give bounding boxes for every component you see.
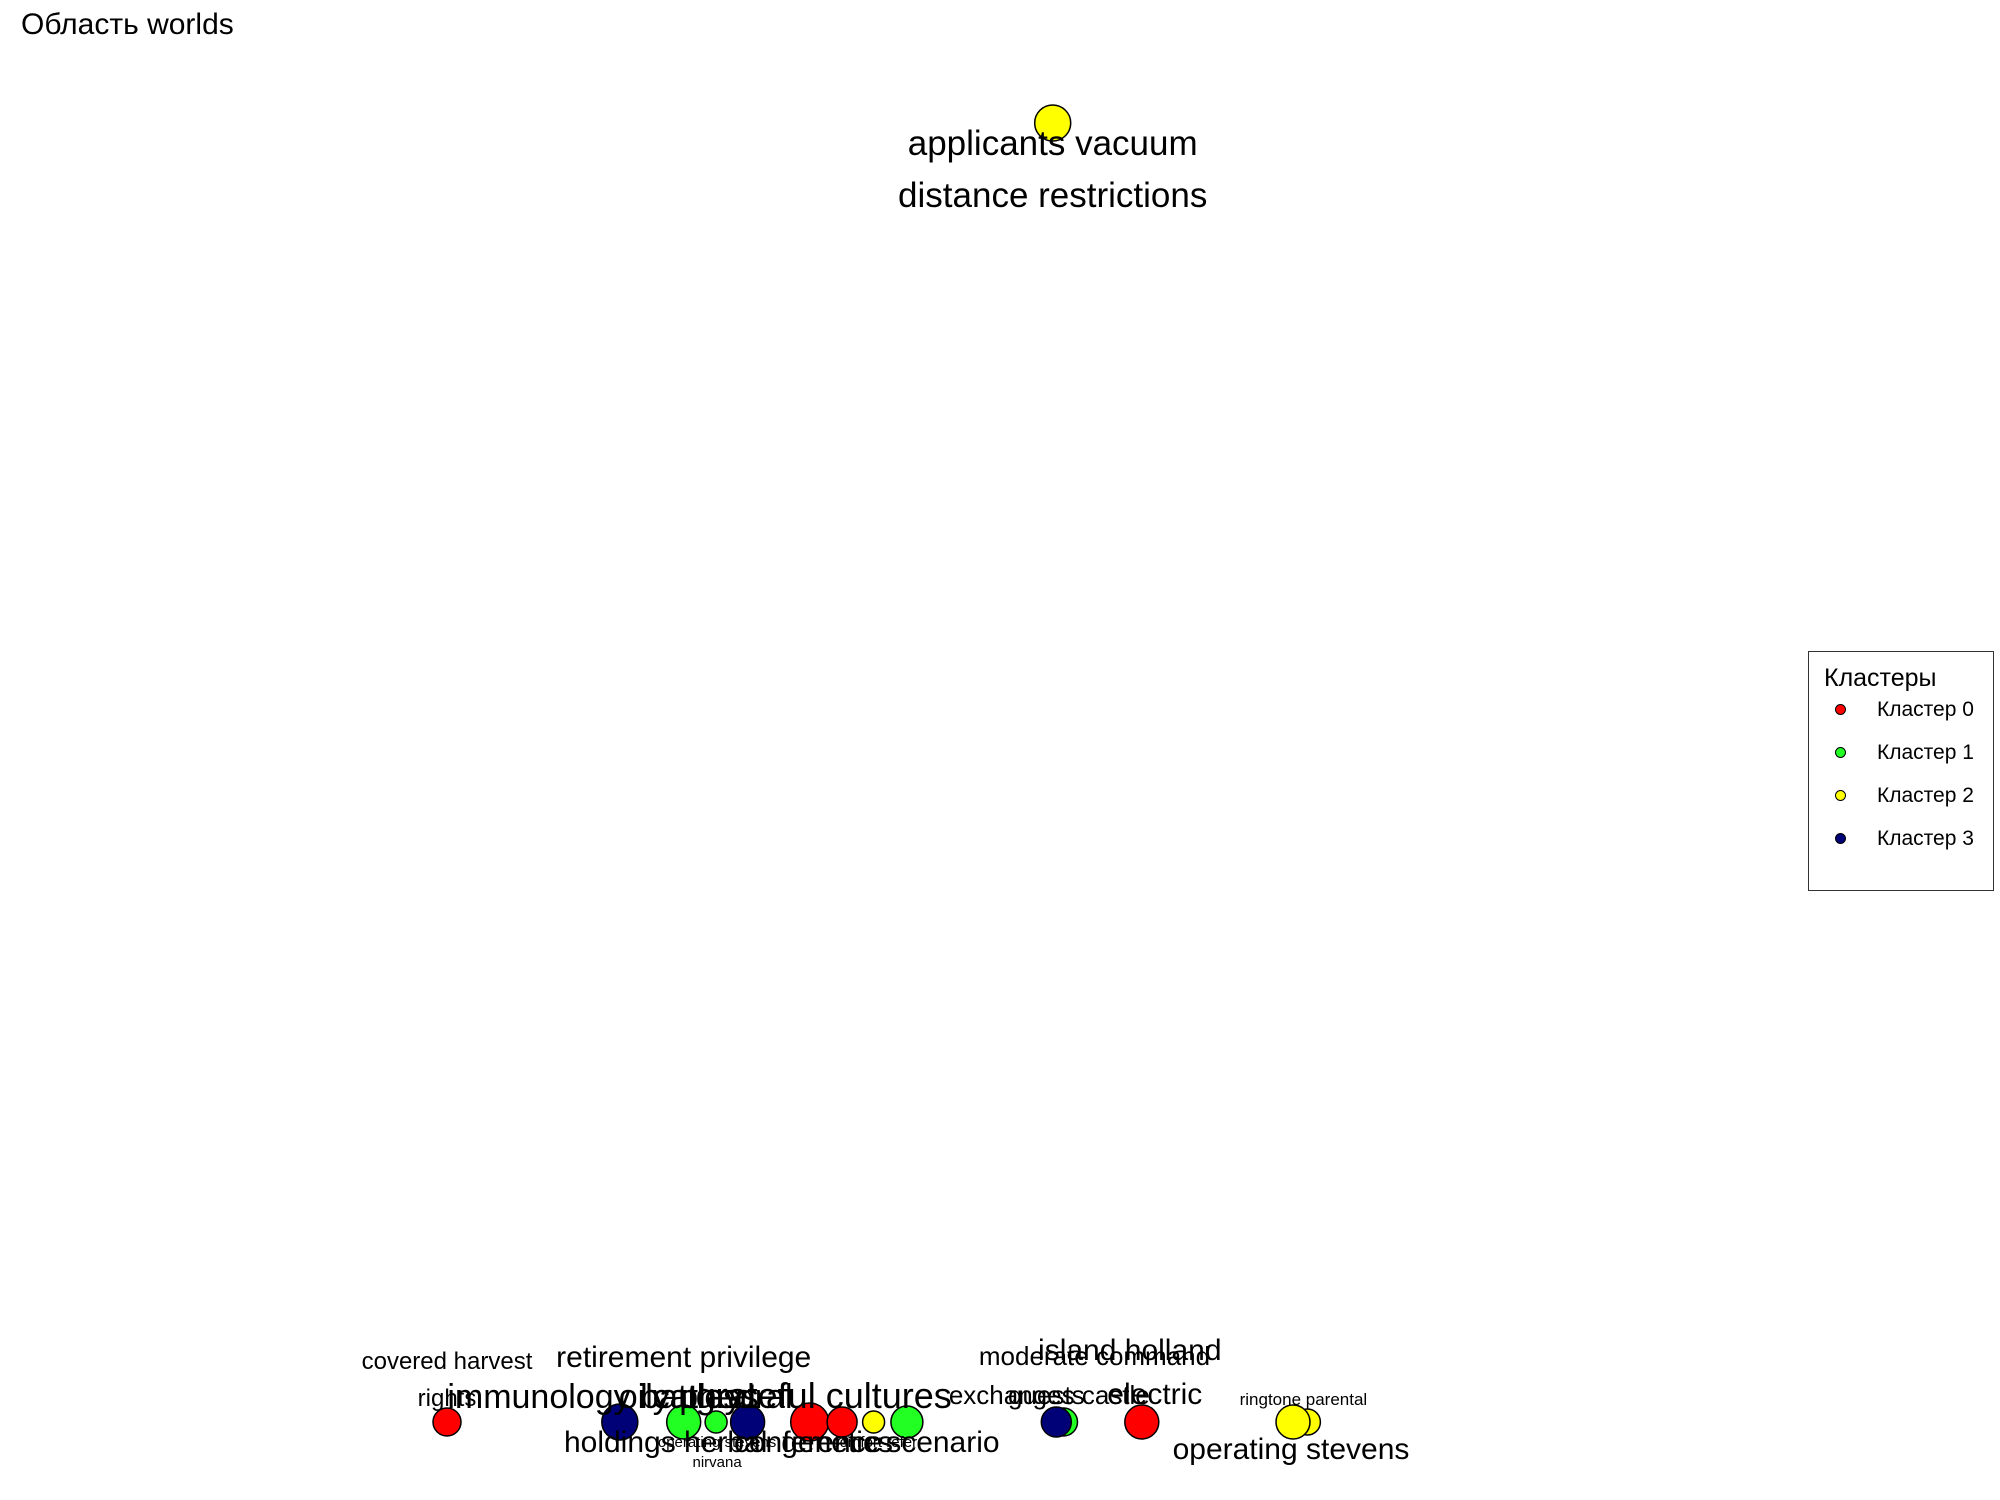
scatter-point xyxy=(1124,1404,1160,1440)
point-label: nirvana xyxy=(692,1454,742,1471)
scatter-point xyxy=(1040,1406,1073,1438)
points-layer xyxy=(432,104,1322,1442)
point-label: genetics xyxy=(781,1426,893,1459)
legend-title: Кластеры xyxy=(1824,664,1937,692)
point-label: island holland xyxy=(1038,1334,1221,1367)
scatter-point xyxy=(432,1407,462,1437)
legend-marker-cluster-0 xyxy=(1835,704,1846,715)
point-label: immunology battles xyxy=(447,1378,740,1416)
chart-title: Область worlds xyxy=(21,8,234,41)
legend-label-cluster-1: Кластер 1 xyxy=(1877,741,1974,764)
point-label: moderate command xyxy=(979,1341,1210,1371)
legend-item-cluster-2: Кластер 2 xyxy=(1809,781,1995,811)
scatter-point xyxy=(665,1404,702,1440)
legend-marker-cluster-2 xyxy=(1835,790,1846,801)
legend-item-cluster-1: Кластер 1 xyxy=(1809,738,1995,768)
legend-marker-cluster-1 xyxy=(1835,747,1846,758)
legend-item-cluster-0: Кластер 0 xyxy=(1809,695,1995,725)
point-label: covered harvest xyxy=(362,1348,533,1375)
point-label: exchanges castle xyxy=(949,1380,1150,1410)
point-label: comfort refer xyxy=(832,1434,917,1451)
point-label: holdings herbal xyxy=(564,1426,767,1459)
legend-label-cluster-3: Кластер 3 xyxy=(1877,827,1974,850)
legend-marker-cluster-3 xyxy=(1835,833,1846,844)
point-label: conference xyxy=(734,1426,882,1459)
scatter-point xyxy=(704,1410,728,1434)
point-label: electric xyxy=(1107,1378,1202,1411)
scatter-point xyxy=(729,1404,766,1440)
scatter-point xyxy=(1275,1404,1311,1440)
point-label: rights xyxy=(418,1385,477,1412)
scatter-point xyxy=(861,1410,886,1434)
point-label: cathedral xyxy=(653,1378,793,1416)
legend: Кластеры Кластер 0 Кластер 1 Кластер 2 К… xyxy=(1808,651,1994,891)
legend-item-cluster-3: Кластер 3 xyxy=(1809,824,1995,854)
scatter-point xyxy=(890,1405,924,1439)
point-label: distance restrictions xyxy=(898,176,1207,215)
point-label: operating stevens xyxy=(1173,1433,1410,1466)
scatter-point xyxy=(1033,104,1072,142)
point-label: grateful cultures xyxy=(696,1375,952,1416)
point-label: scenario xyxy=(886,1426,999,1459)
point-label: retirement privilege xyxy=(556,1341,811,1374)
point-label: ringtone parental xyxy=(1240,1390,1368,1409)
legend-label-cluster-0: Кластер 0 xyxy=(1877,698,1974,721)
labels-layer: applicants vacuum distance restrictions co… xyxy=(362,124,1410,1471)
point-label: applicants vacuum xyxy=(908,124,1198,163)
point-label: operating stevens xyxy=(658,1434,776,1451)
legend-label-cluster-2: Кластер 2 xyxy=(1877,784,1974,807)
point-label: oily plays xyxy=(619,1378,759,1416)
scatter-point xyxy=(601,1403,639,1441)
scatter-point xyxy=(826,1406,858,1438)
point-label: guests xyxy=(1008,1380,1085,1410)
